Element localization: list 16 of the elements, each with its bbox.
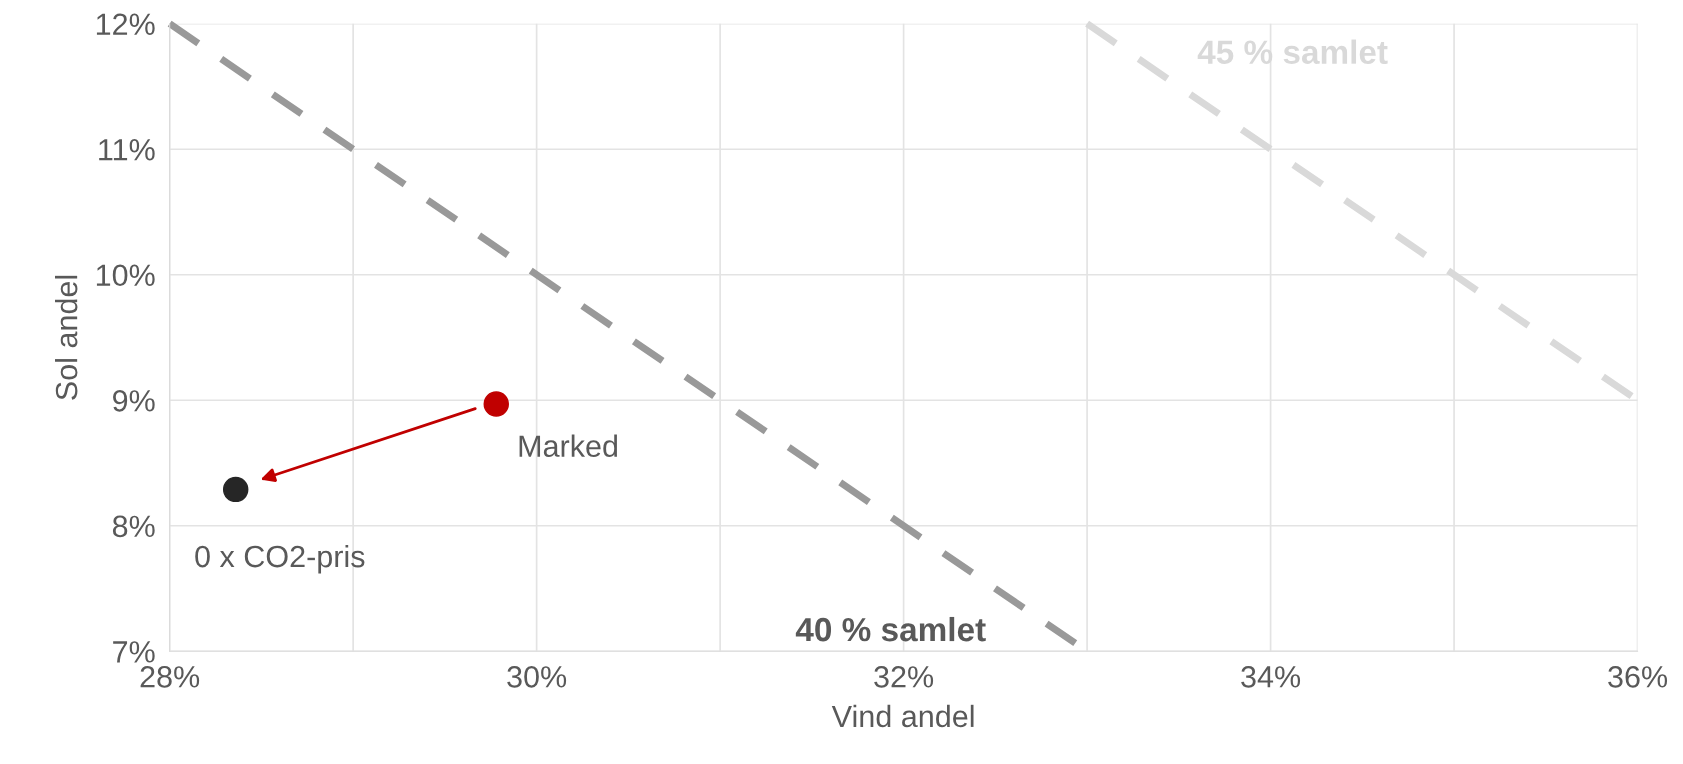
x-tick-label: 32% — [874, 666, 934, 688]
x-axis-title: Vind andel — [831, 704, 974, 728]
x-tick-label: 28% — [140, 666, 200, 688]
y-tick-label: 12% — [96, 13, 155, 35]
y-tick-label: 11% — [99, 139, 155, 161]
x-tick-label: 34% — [1241, 666, 1301, 688]
series-label: 0 x CO2-pris — [195, 544, 365, 574]
y-tick-label: 7% — [113, 641, 155, 663]
series-label: Marked — [519, 434, 618, 458]
y-tick-label: 10% — [96, 264, 155, 287]
x-tick-label: 30% — [507, 666, 567, 688]
x-tick-label: 36% — [1608, 666, 1668, 688]
y-tick-label: 8% — [112, 515, 155, 538]
y-axis-title: Sol andel — [55, 275, 78, 400]
series-label: 40 % samlet — [795, 616, 986, 642]
y-tick-label: 9% — [113, 389, 155, 412]
